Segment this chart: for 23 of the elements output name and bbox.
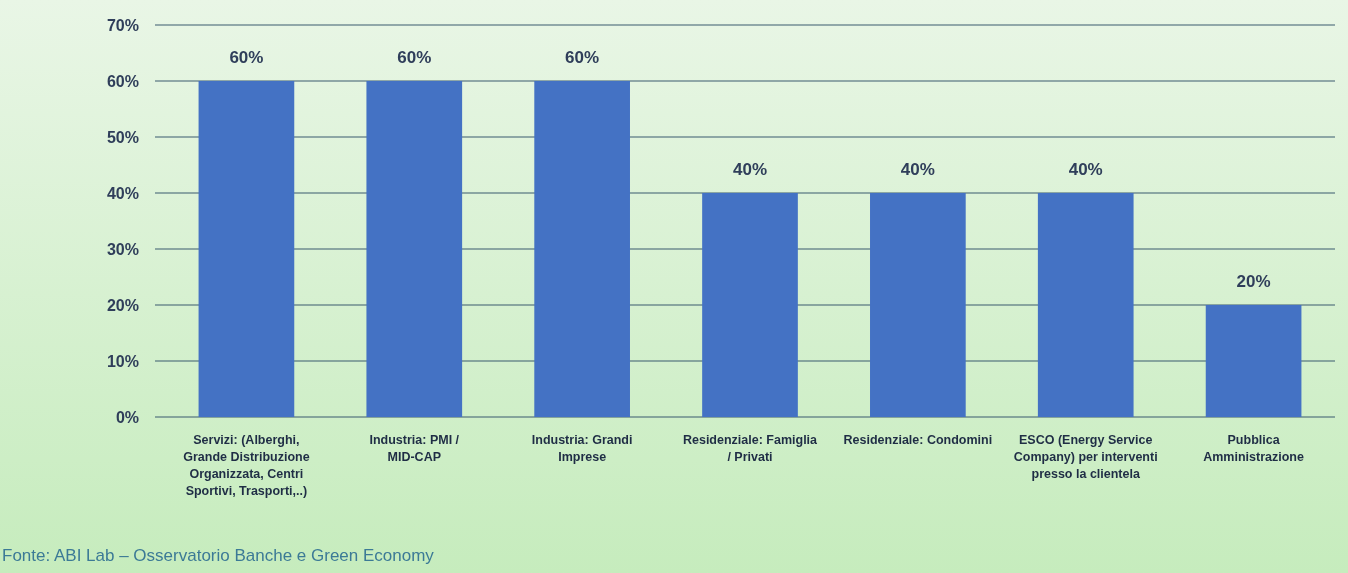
data-label: 40%: [1068, 160, 1103, 179]
data-label: 60%: [397, 48, 432, 67]
source-note: Fonte: ABI Lab – Osservatorio Banche e Green Economy: [2, 546, 435, 565]
data-label: 40%: [732, 160, 768, 179]
y-tick-label: 60%: [106, 72, 139, 90]
y-tick-label: 70%: [106, 16, 139, 34]
x-tick-label: Industria: Grandi Imprese: [531, 433, 633, 464]
y-tick-label: 20%: [106, 296, 139, 314]
data-label: 20%: [1236, 272, 1271, 291]
x-tick-label: Residenziale: Condomini: [843, 433, 993, 447]
y-tick-label: 50%: [106, 128, 139, 146]
data-label: 60%: [229, 48, 264, 67]
x-tick-label: Pubblica Amministrazione: [1203, 433, 1304, 464]
x-tick-label: Servizi: (Alberghi, Grande Distribuzione Organizzata, Centri Sportivi, Trasporti,..): [183, 433, 310, 498]
data-label: 60%: [565, 48, 600, 67]
data-label: 40%: [900, 160, 935, 179]
x-tick-label: ESCO (Energy Service Company) per interventi presso la clientela: [1013, 433, 1158, 481]
x-tick-label: Industria: PMI / MID-CAP: [369, 433, 460, 464]
y-tick-label: 0%: [115, 408, 139, 426]
y-tick-label: 30%: [106, 240, 139, 258]
y-tick-label: 10%: [106, 352, 139, 370]
x-tick-label: Residenziale: Famiglia / Privati: [682, 433, 819, 464]
y-tick-label: 40%: [106, 184, 139, 202]
